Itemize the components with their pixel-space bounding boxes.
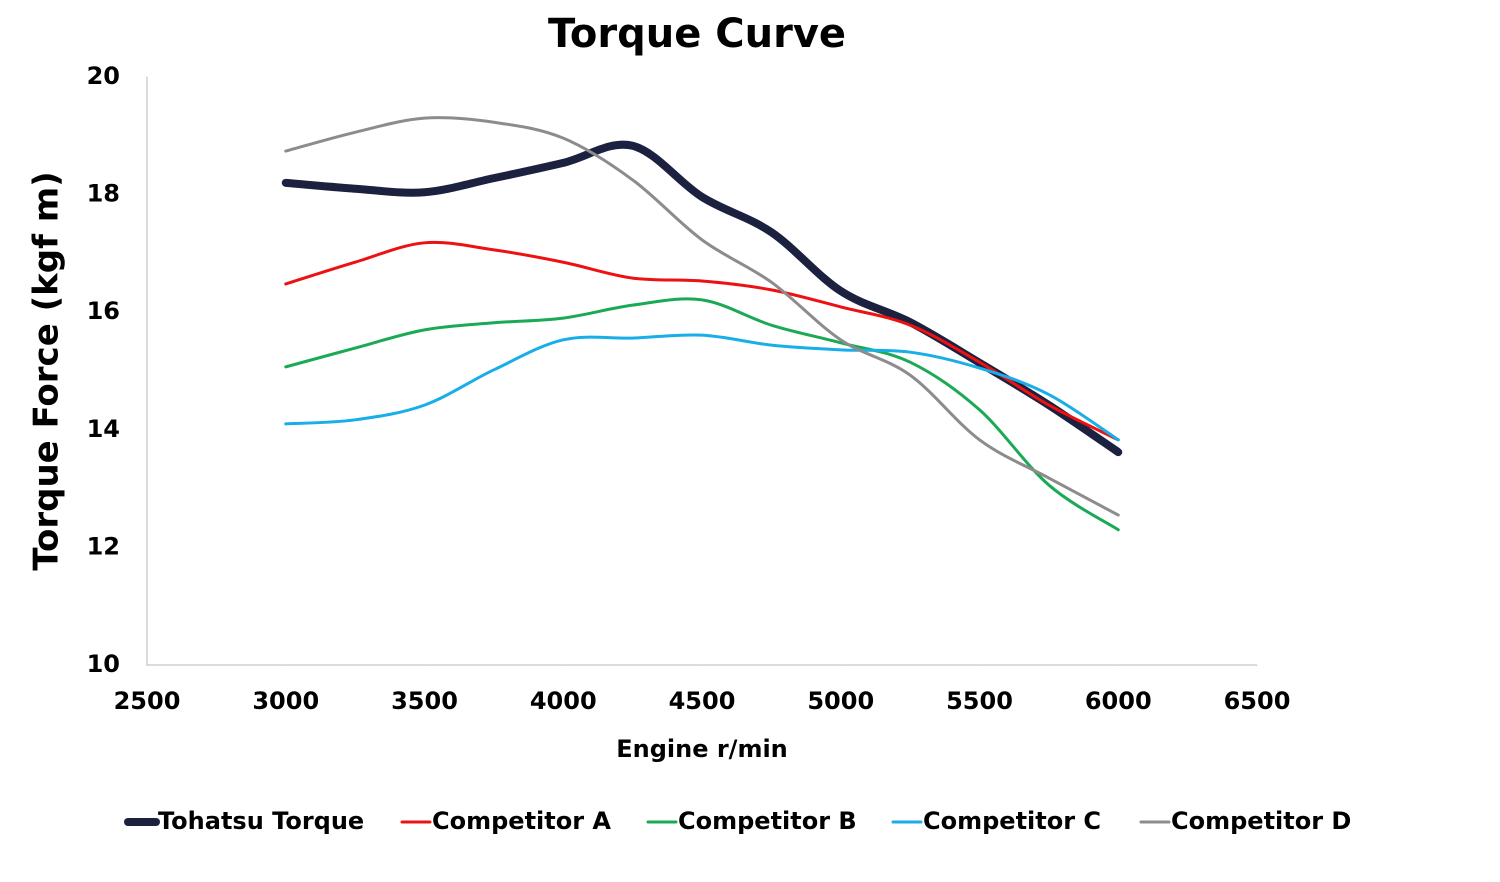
y-tick-label: 12 xyxy=(87,532,120,560)
y-tick-label: 20 xyxy=(87,62,120,90)
y-tick-label: 10 xyxy=(87,650,120,678)
x-axis-label: Engine r/min xyxy=(616,735,788,763)
x-tick-label: 3500 xyxy=(391,687,458,715)
y-axis-label: Torque Force (kgf m) xyxy=(27,171,67,570)
x-tick-label: 5000 xyxy=(807,687,874,715)
legend-label: Competitor A xyxy=(432,807,611,835)
y-tick-label: 18 xyxy=(87,180,120,208)
series-line xyxy=(284,116,1120,517)
series-line xyxy=(284,240,1120,442)
x-tick-label: 6000 xyxy=(1085,687,1152,715)
series-line xyxy=(284,333,1120,442)
series-line xyxy=(284,297,1120,532)
x-tick-label: 5500 xyxy=(946,687,1013,715)
x-tick-label: 2500 xyxy=(114,687,181,715)
legend-label: Competitor D xyxy=(1171,807,1351,835)
x-tick-label: 6500 xyxy=(1224,687,1291,715)
y-tick-label: 16 xyxy=(87,297,120,325)
legend-label: Competitor C xyxy=(923,807,1101,835)
x-tick-label: 4500 xyxy=(669,687,736,715)
x-tick-label: 4000 xyxy=(530,687,597,715)
legend-label: Competitor B xyxy=(678,807,857,835)
x-tick-label: 3000 xyxy=(252,687,319,715)
y-tick-label: 14 xyxy=(87,415,120,443)
chart-title: Torque Curve xyxy=(548,11,846,57)
legend-label: Tohatsu Torque xyxy=(158,807,364,835)
